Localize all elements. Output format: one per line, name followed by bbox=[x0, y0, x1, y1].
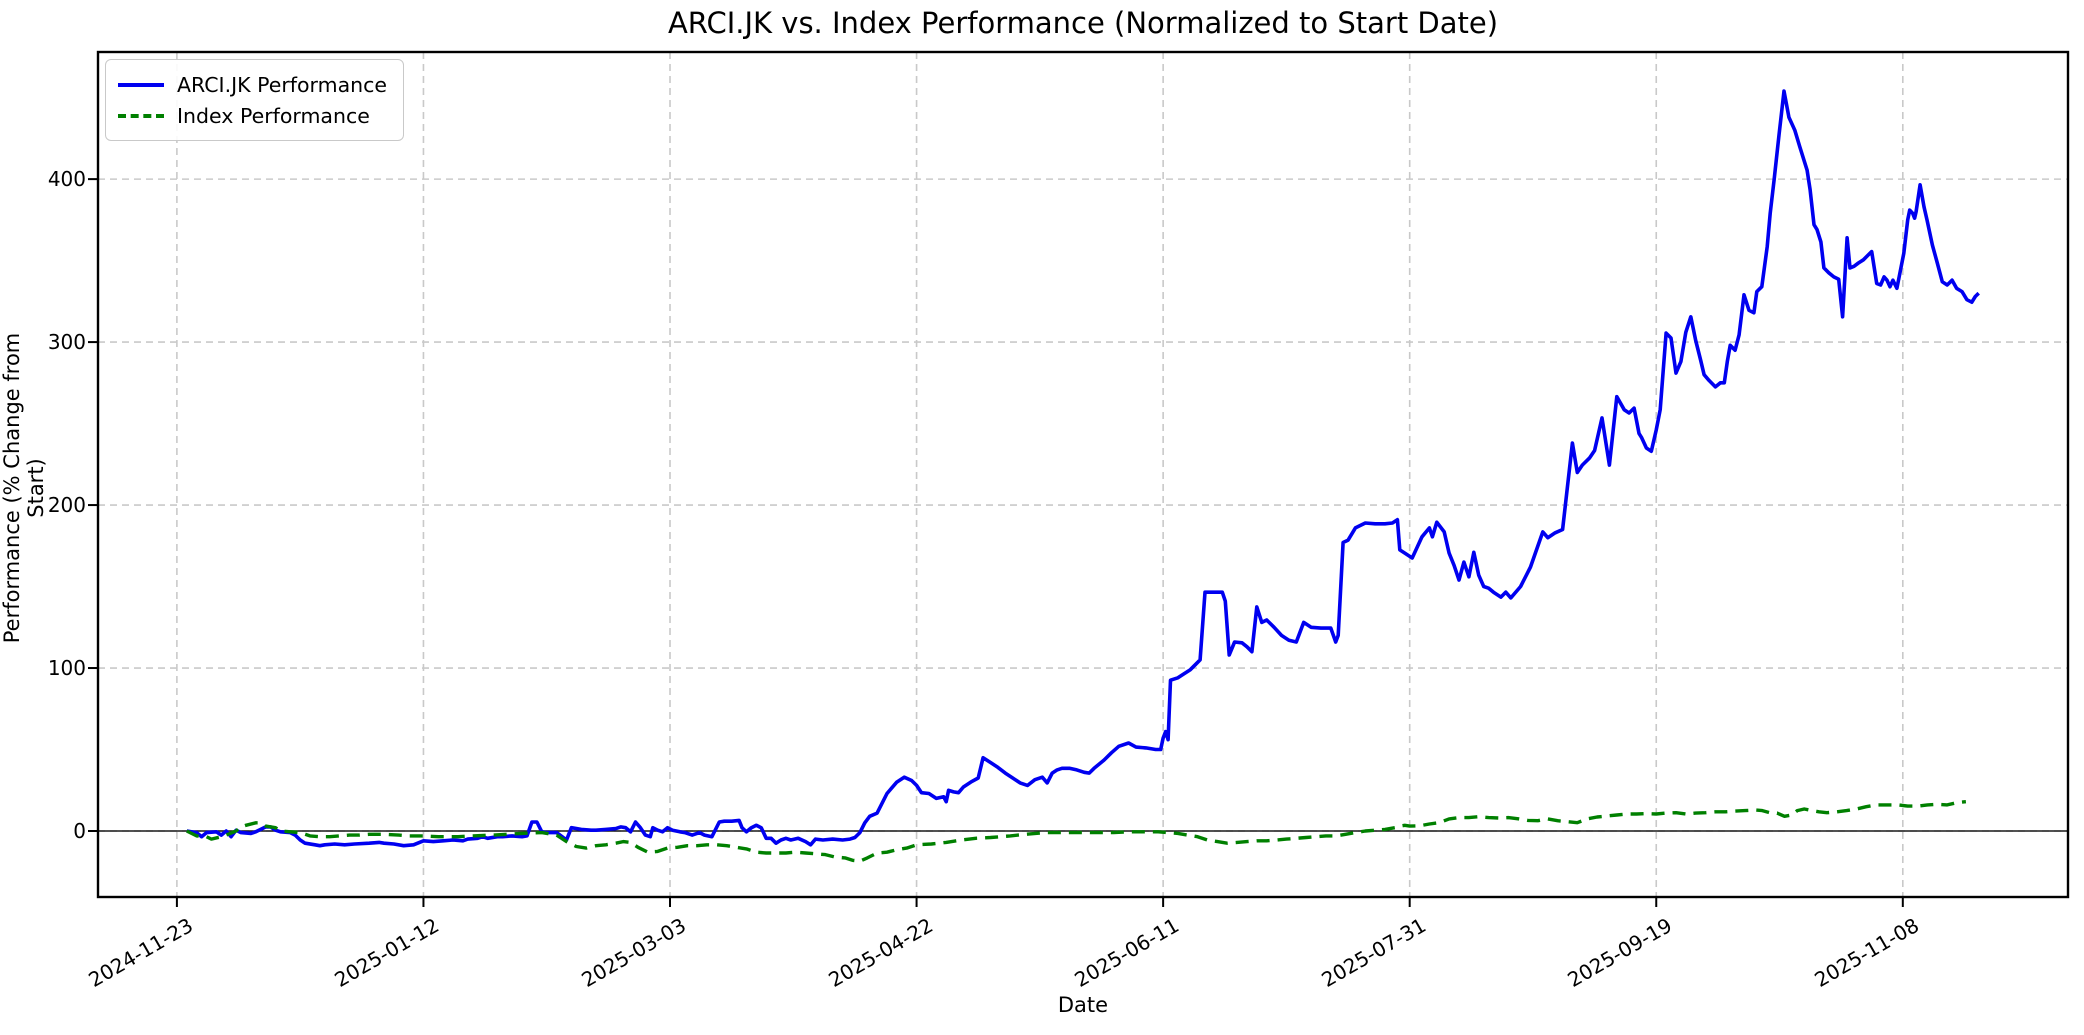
legend-label: Index Performance bbox=[177, 103, 370, 128]
legend-item-arcijk: ARCI.JK Performance bbox=[118, 69, 387, 100]
legend-label: ARCI.JK Performance bbox=[177, 72, 388, 97]
x-axis-label: Date bbox=[1057, 993, 1109, 1017]
legend-line-sample-dashed bbox=[118, 113, 164, 118]
chart-title: ARCI.JK vs. Index Performance (Normalize… bbox=[667, 6, 1499, 40]
y-tick-label: 400 bbox=[47, 167, 86, 192]
y-axis-label: Performance (% Change from Start) bbox=[0, 332, 48, 644]
legend: ARCI.JK Performance Index Performance bbox=[105, 59, 405, 141]
legend-line-sample-solid bbox=[118, 82, 164, 87]
y-tick-label: 100 bbox=[47, 656, 86, 681]
series-line-arcijk bbox=[186, 89, 1980, 848]
axes-frame bbox=[96, 50, 2070, 899]
y-tick-label: 300 bbox=[47, 330, 86, 355]
y-tick-label: 0 bbox=[73, 818, 86, 843]
legend-item-index: Index Performance bbox=[118, 100, 387, 131]
y-tick-label: 200 bbox=[47, 493, 86, 518]
